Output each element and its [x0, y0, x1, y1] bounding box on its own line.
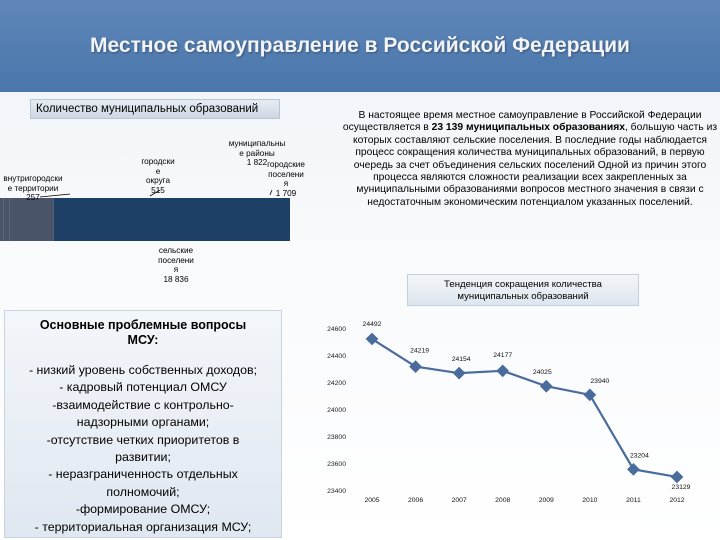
leader-line	[269, 190, 273, 196]
y-tick-label: 24400	[327, 353, 346, 360]
problem-item: - территориальная организация МСУ;	[34, 519, 252, 534]
data-point	[583, 388, 597, 402]
data-label: 24219	[410, 348, 429, 355]
leader-line	[149, 190, 161, 197]
data-label: 24154	[452, 356, 471, 363]
data-point	[539, 379, 553, 393]
y-tick-label: 24600	[327, 326, 346, 333]
x-tick-label: 2008	[495, 497, 510, 504]
data-label: 23940	[590, 378, 609, 385]
problem-item: развитии;	[115, 450, 171, 465]
problems-title: Основные проблемные вопросы МСУ:	[5, 318, 281, 348]
trend-line-chart: 24600 24400 24200 24000 23800 23600 23400 24492…	[327, 321, 691, 504]
x-tick-label: 2007	[452, 497, 467, 504]
x-tick-label: 2006	[408, 497, 423, 504]
problem-item: - низкий уровень собственных доходов;	[28, 363, 258, 377]
data-point	[409, 360, 422, 373]
count-header: Количество муниципальных образований	[30, 99, 280, 119]
leader-line	[39, 193, 71, 198]
tendency-title: Тенденция сокращения количества муниципа…	[407, 274, 639, 306]
intro-text-part1: В настоящее время местное самоуправление…	[342, 110, 702, 134]
problems-list: - низкий уровень собственных доходов; - …	[5, 362, 281, 536]
y-tick-label: 23400	[327, 488, 346, 495]
bar-segment	[3, 198, 10, 241]
problems-title-line1: Основные проблемные вопросы	[39, 318, 247, 332]
intro-text-bold: 23 139 муниципальных образованиях	[431, 122, 625, 134]
data-label: 23204	[630, 452, 649, 459]
bar-label-rural-settlements: сельские поселени я 18 836	[158, 246, 194, 284]
x-tick-label: 2009	[539, 497, 554, 504]
data-label: 24025	[533, 369, 552, 376]
y-tick-label: 24200	[327, 380, 346, 387]
data-label: 24492	[363, 321, 382, 328]
problem-item: -формирование ОМСУ;	[75, 502, 211, 517]
problem-item: - неразграниченность отдельных	[48, 467, 238, 482]
x-tick-label: 2012	[669, 497, 684, 504]
data-point	[365, 332, 379, 346]
bar-label-city-districts: городски е округа 515	[141, 157, 175, 195]
problem-item: -взаимодействие с контрольно-	[52, 397, 234, 412]
data-point	[670, 470, 684, 484]
stacked-bar-chart	[0, 190, 291, 241]
x-tick-label: 2010	[582, 497, 597, 504]
y-tick-label: 23800	[327, 434, 346, 441]
page-title: Местное самоуправление в Российской Феде…	[90, 34, 630, 57]
data-point	[496, 364, 510, 378]
problems-title-line2: МСУ:	[127, 333, 159, 347]
trend-line	[371, 338, 678, 479]
data-point	[452, 366, 466, 380]
intro-text-part2: , большую часть из которых составляют се…	[353, 122, 718, 208]
bar-label-urban-settlements: городские поселени я 1 709	[267, 160, 305, 198]
problem-item: полномочий;	[106, 484, 180, 499]
title-bar: Местное самоуправление в Российской Феде…	[0, 0, 720, 92]
x-tick-label: 2005	[364, 497, 379, 504]
bar-label-intracity: внутригородски е территории 257	[3, 174, 63, 203]
problem-item: надзорными органами;	[76, 415, 210, 430]
bar-segment	[32, 198, 54, 241]
data-label: 23129	[672, 484, 691, 491]
x-tick-label: 2011	[626, 497, 641, 504]
intro-paragraph: В настоящее время местное самоуправление…	[342, 110, 718, 209]
bar-segment	[53, 198, 291, 241]
problem-item: -отсутствие четких приоритетов в	[46, 432, 240, 447]
bar-segment	[0, 198, 4, 241]
problem-item: - кадровый потенциал ОМСУ	[59, 380, 227, 395]
y-tick-label: 23600	[327, 461, 346, 468]
y-tick-label: 24000	[327, 407, 346, 414]
bar-segment	[9, 198, 33, 241]
data-point	[627, 462, 640, 476]
data-label: 24177	[493, 352, 512, 359]
bar-label-municipal-districts: муниципальны е районы 1 822	[228, 139, 286, 168]
problems-box: Основные проблемные вопросы МСУ: - низки…	[4, 310, 282, 538]
